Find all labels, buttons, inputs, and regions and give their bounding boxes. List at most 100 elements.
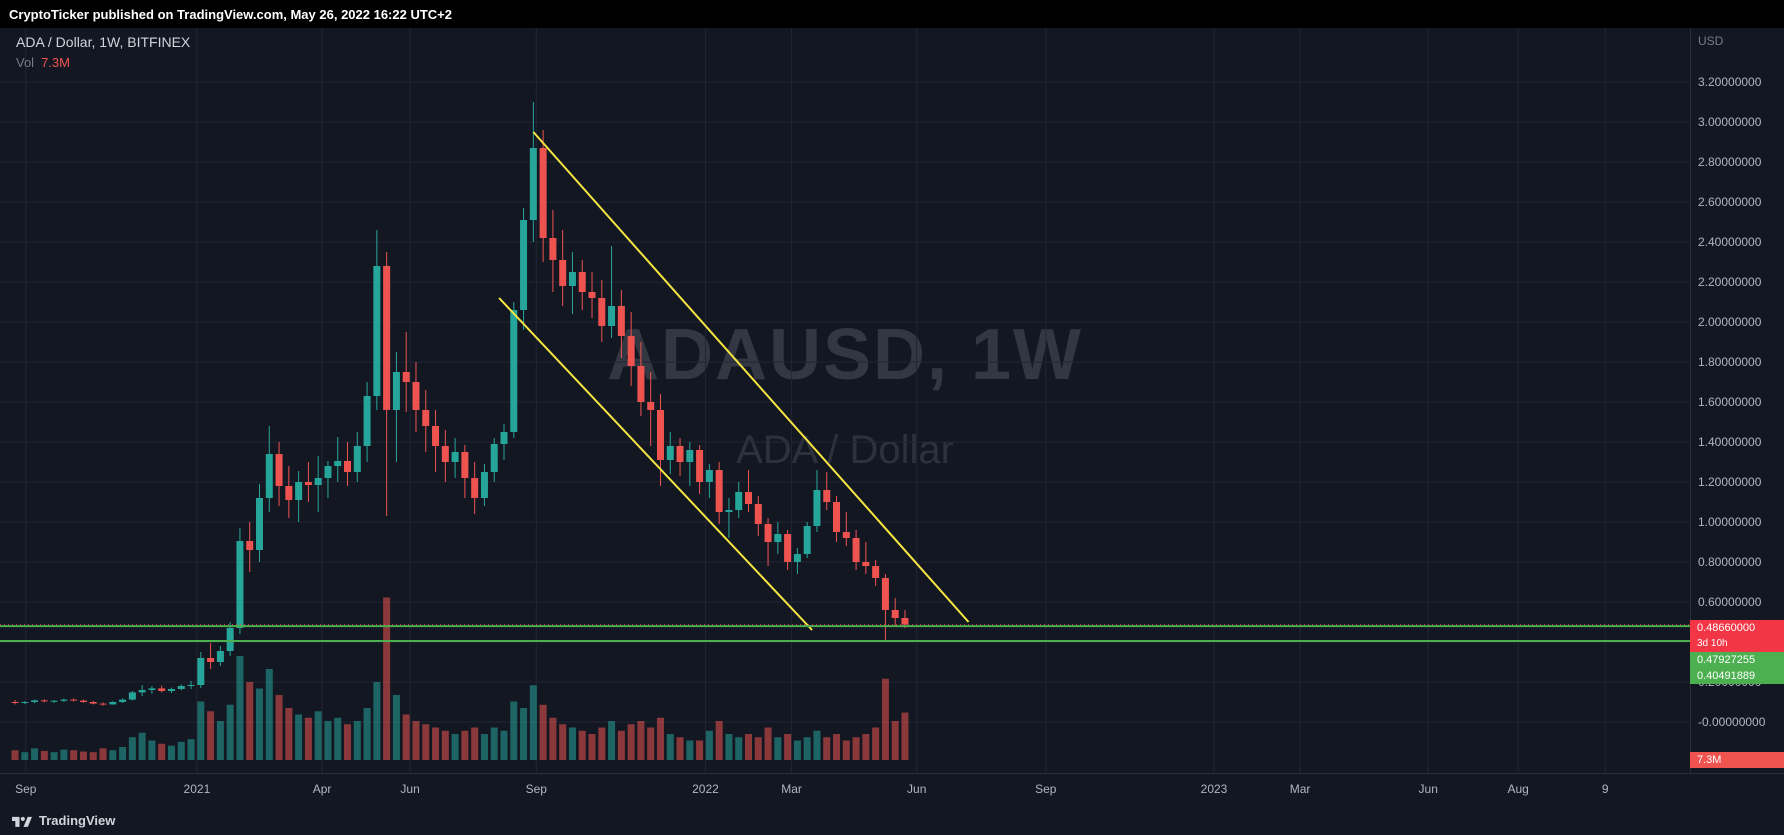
- candle-body: [891, 610, 899, 618]
- volume-bar: [99, 748, 107, 760]
- volume-bar: [128, 737, 136, 760]
- candle-body: [236, 541, 244, 628]
- symbol-title[interactable]: ADA / Dollar, 1W, BITFINEX: [16, 34, 191, 50]
- candle-body: [432, 426, 440, 446]
- candle-body: [686, 450, 694, 462]
- candle-body: [295, 482, 303, 500]
- volume-bar: [598, 727, 606, 760]
- price-tick-label: 0.60000000: [1698, 595, 1762, 609]
- candle-body: [666, 446, 674, 460]
- volume-bar: [588, 734, 596, 760]
- volume-bar: [158, 743, 166, 760]
- time-tick-label: Jun: [907, 782, 927, 796]
- time-axis[interactable]: [0, 773, 1784, 806]
- volume-bar: [461, 730, 469, 760]
- candle-body: [344, 461, 352, 472]
- candle-body: [285, 486, 293, 500]
- price-axis-label: 0.40491889: [1690, 668, 1784, 684]
- price-axis[interactable]: [1690, 28, 1784, 806]
- price-tick-label: 2.20000000: [1698, 275, 1762, 289]
- candle-body: [138, 690, 146, 693]
- volume-bar: [793, 740, 801, 760]
- volume-bar: [79, 751, 87, 760]
- candle-body: [490, 444, 498, 472]
- candle-body: [187, 685, 195, 686]
- candle-body: [833, 502, 841, 532]
- trend-line[interactable]: [532, 131, 970, 623]
- volume-bar: [451, 734, 459, 760]
- tradingview-logo-icon[interactable]: [12, 815, 32, 827]
- candle-body: [40, 700, 48, 702]
- volume-bar: [226, 704, 234, 760]
- volume-bar: [314, 711, 322, 760]
- volume-bar: [656, 717, 664, 760]
- volume-bar: [578, 730, 586, 760]
- candle-body: [784, 534, 792, 562]
- candle-body: [715, 470, 723, 512]
- candle-body: [60, 699, 68, 701]
- price-tick-label: 1.00000000: [1698, 515, 1762, 529]
- volume-bar: [363, 708, 371, 760]
- volume-bar: [520, 708, 528, 760]
- volume-bar: [627, 724, 635, 760]
- price-axis-label: 0.47927255: [1690, 652, 1784, 668]
- candle-body: [119, 699, 127, 702]
- tradingview-brand[interactable]: TradingView: [39, 813, 116, 828]
- volume-bar: [539, 704, 547, 760]
- candle-body: [471, 478, 479, 498]
- candle-body: [803, 526, 811, 554]
- candle-body: [167, 689, 175, 691]
- price-axis-label: 7.3M: [1690, 752, 1784, 768]
- volume-bar: [422, 724, 430, 760]
- candle-body: [353, 446, 361, 472]
- candle-body: [647, 402, 655, 410]
- candle-body: [764, 524, 772, 542]
- trend-line[interactable]: [498, 297, 813, 631]
- candle-body: [568, 272, 576, 286]
- volume-bar: [803, 737, 811, 760]
- volume-bar: [764, 727, 772, 760]
- volume-bar: [21, 752, 29, 760]
- volume-bar: [109, 750, 117, 760]
- volume-bar: [725, 734, 733, 760]
- volume-bar: [637, 721, 645, 760]
- volume-bar: [236, 656, 244, 760]
- candle-body: [412, 382, 420, 410]
- candle-body: [314, 478, 322, 485]
- price-tick-label: 2.40000000: [1698, 235, 1762, 249]
- candle-body: [559, 260, 567, 286]
- volume-bar: [647, 727, 655, 760]
- time-tick-label: Jun: [1418, 782, 1438, 796]
- price-tick-label: 3.00000000: [1698, 115, 1762, 129]
- candle-body: [725, 510, 733, 512]
- price-tick-label: 2.00000000: [1698, 315, 1762, 329]
- time-tick-label: Mar: [1289, 782, 1311, 796]
- candle-body: [324, 466, 332, 478]
- volume-bar: [119, 747, 127, 760]
- footer: TradingView: [0, 806, 1784, 835]
- candle-body: [813, 490, 821, 526]
- candle-body: [207, 658, 215, 662]
- candle-body: [520, 220, 528, 310]
- volume-bar: [568, 727, 576, 760]
- volume-bar: [666, 734, 674, 760]
- candle-body: [21, 702, 29, 703]
- candle-body: [197, 658, 205, 685]
- volume-bar: [471, 727, 479, 760]
- candle-body: [226, 628, 234, 651]
- candle-body: [705, 470, 713, 482]
- candle-body: [99, 703, 107, 705]
- candle-body: [422, 410, 430, 426]
- volume-bar: [412, 721, 420, 760]
- candle-body: [480, 472, 488, 498]
- volume-bar: [901, 712, 909, 760]
- candle-body: [246, 541, 254, 550]
- attribution-text: CryptoTicker published on TradingView.co…: [9, 6, 452, 22]
- volume-bar: [441, 730, 449, 760]
- candle-body: [676, 446, 684, 462]
- volume-bar: [480, 734, 488, 760]
- candle-body: [901, 618, 909, 625]
- volume-bar: [881, 678, 889, 760]
